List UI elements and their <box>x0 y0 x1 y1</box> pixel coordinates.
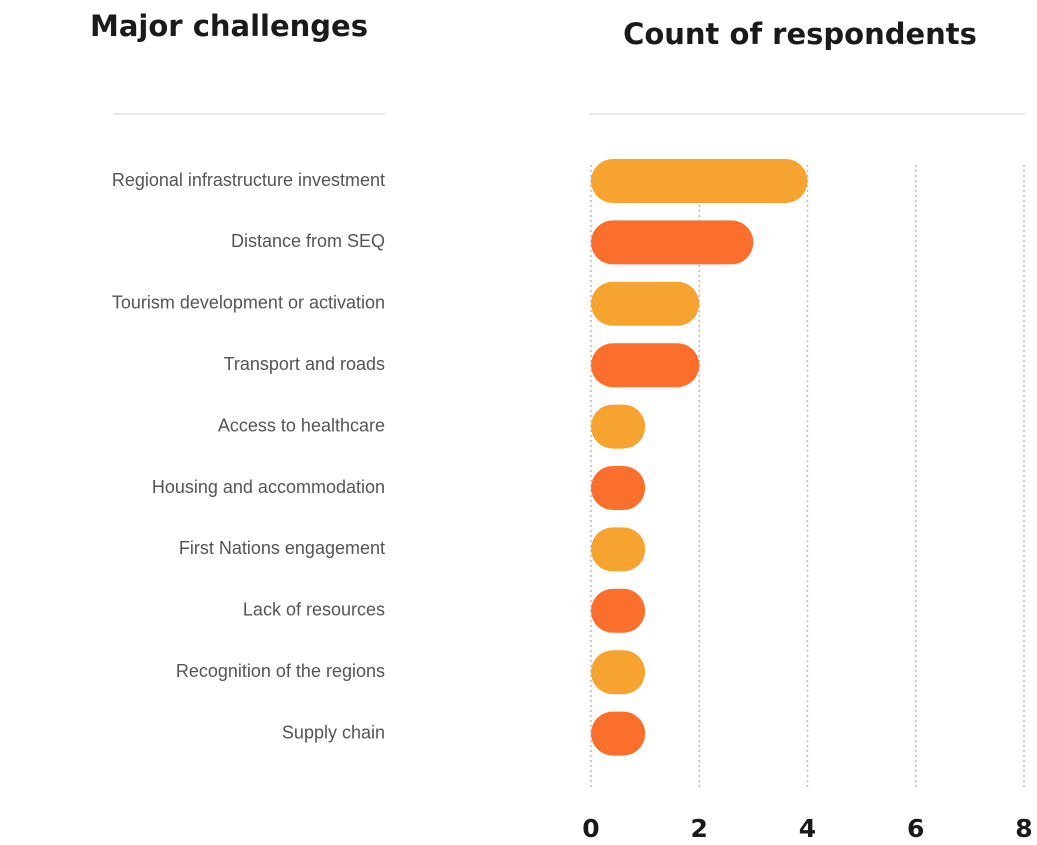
category-label: Housing and accommodation <box>152 477 385 497</box>
x-tick-label: 8 <box>1015 814 1032 843</box>
category-header: Major challenges <box>90 9 368 43</box>
bar <box>591 527 646 572</box>
bar <box>591 281 700 326</box>
category-label: Supply chain <box>282 722 385 742</box>
bar <box>591 711 646 756</box>
value-header: Count of respondents <box>623 17 977 51</box>
x-tick-label: 0 <box>582 814 599 843</box>
x-tick-label: 6 <box>907 814 924 843</box>
category-label: First Nations engagement <box>179 538 385 558</box>
category-label: Tourism development or activation <box>112 293 385 313</box>
bar <box>591 588 646 633</box>
bar <box>591 220 754 265</box>
category-label: Recognition of the regions <box>176 661 385 681</box>
category-label: Lack of resources <box>243 600 385 620</box>
x-tick-label: 4 <box>799 814 816 843</box>
x-tick-label: 2 <box>691 814 708 843</box>
category-label: Access to healthcare <box>218 415 385 435</box>
category-label: Transport and roads <box>224 354 385 374</box>
bar <box>591 650 646 695</box>
bar <box>591 159 808 203</box>
bar <box>591 343 700 388</box>
bar <box>591 404 646 449</box>
category-label: Distance from SEQ <box>231 231 385 251</box>
bar <box>591 466 646 510</box>
category-label: Regional infrastructure investment <box>112 170 385 190</box>
